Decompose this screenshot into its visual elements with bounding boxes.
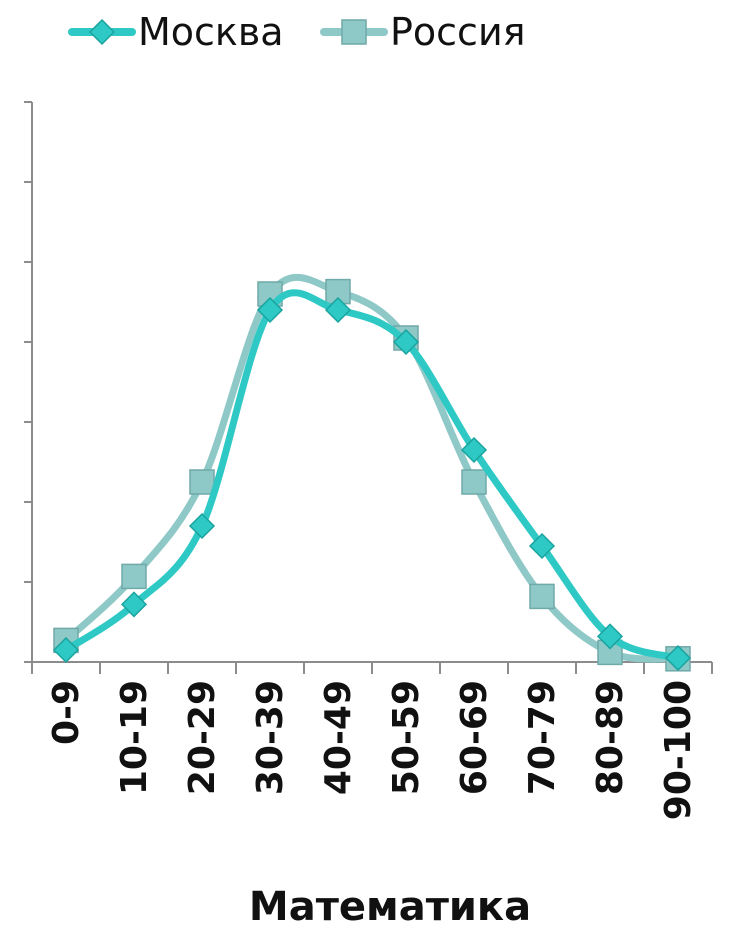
x-tick-label: 40-49 (318, 680, 359, 795)
series-layer (52, 273, 692, 672)
data-point-square (461, 469, 487, 495)
x-tick-label: 80-89 (590, 680, 631, 795)
series-russia (53, 273, 691, 672)
x-axis-label: Математика (249, 884, 531, 926)
data-point-diamond (664, 644, 692, 672)
x-tick-label: 70-79 (522, 680, 563, 795)
data-point-diamond (188, 512, 216, 540)
data-point-square (597, 639, 623, 666)
series-line (62, 273, 682, 663)
legend-marker-square (341, 19, 367, 45)
x-tick-label: 20-29 (182, 680, 223, 795)
data-point-square (189, 469, 215, 495)
legend: Москва Россия (68, 10, 526, 54)
legend-marker-diamond (88, 18, 116, 46)
data-point-diamond (460, 436, 488, 464)
data-point-diamond (120, 591, 148, 618)
legend-item-moscow: Москва (68, 10, 284, 54)
x-tick-label: 90-100 (658, 680, 699, 820)
series-line (62, 289, 682, 662)
axes: 0-9 10-19 20-29 30-39 40-49 50-59 60-69 70-79 80… (24, 101, 713, 820)
data-point-square (529, 583, 555, 610)
legend-item-russia: Россия (320, 10, 526, 54)
data-point-diamond (52, 636, 80, 664)
data-point-diamond (324, 296, 352, 324)
data-point-square (121, 563, 147, 590)
series-moscow (52, 289, 692, 672)
x-tick-label: 50-59 (386, 680, 427, 795)
data-point-diamond (596, 623, 624, 650)
x-tick-label: 0-9 (46, 680, 87, 745)
data-point-diamond (392, 328, 420, 356)
x-tick-label: 60-69 (454, 680, 495, 795)
x-tick-label: 30-39 (250, 680, 291, 795)
legend-label: Россия (390, 10, 526, 54)
data-point-diamond (256, 296, 284, 324)
data-point-diamond (528, 532, 556, 560)
x-tick-label: 10-19 (114, 680, 155, 795)
legend-label: Москва (138, 10, 284, 54)
